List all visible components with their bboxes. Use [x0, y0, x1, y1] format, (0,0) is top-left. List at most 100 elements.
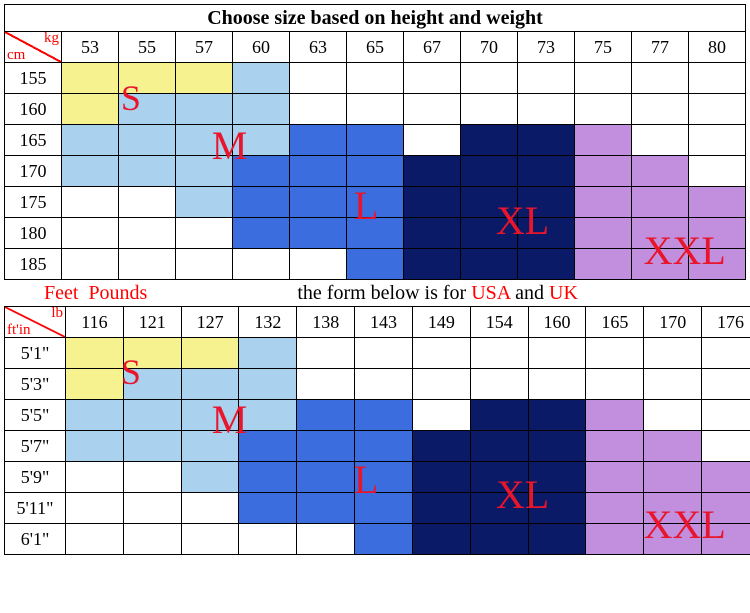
size-cell [518, 156, 575, 187]
height-header: 5'9" [5, 462, 66, 493]
height-header: 5'7" [5, 431, 66, 462]
size-cell [644, 431, 702, 462]
size-cell [461, 125, 518, 156]
size-cell [347, 249, 404, 280]
size-cell [297, 524, 355, 555]
size-cell [689, 156, 746, 187]
size-cell [239, 338, 297, 369]
size-cell [575, 187, 632, 218]
size-cell [404, 94, 461, 125]
size-cell [461, 187, 518, 218]
size-cell [233, 156, 290, 187]
size-cell [290, 156, 347, 187]
size-cell [632, 156, 689, 187]
weight-header: 67 [404, 32, 461, 63]
midline-text: Feet Pounds the form below is for USA an… [4, 280, 746, 306]
midline-and: and [515, 282, 544, 304]
size-cell [347, 187, 404, 218]
metric-table: Choose size based on height and weight k… [4, 4, 746, 280]
size-cell [176, 94, 233, 125]
size-cell [586, 462, 644, 493]
size-cell [123, 400, 181, 431]
weight-header: 170 [644, 307, 702, 338]
size-cell [470, 400, 528, 431]
size-cell [119, 156, 176, 187]
size-cell [239, 369, 297, 400]
size-cell [518, 187, 575, 218]
height-header: 160 [5, 94, 62, 125]
size-cell [233, 125, 290, 156]
weight-header: 165 [586, 307, 644, 338]
size-cell [181, 369, 239, 400]
size-cell [528, 462, 586, 493]
size-cell [66, 431, 124, 462]
weight-header: 127 [181, 307, 239, 338]
size-cell [644, 338, 702, 369]
size-cell [528, 369, 586, 400]
weight-header: 176 [702, 307, 750, 338]
size-cell [644, 524, 702, 555]
size-cell [404, 187, 461, 218]
size-cell [290, 218, 347, 249]
height-header: 175 [5, 187, 62, 218]
size-cell [66, 338, 124, 369]
size-cell [119, 218, 176, 249]
size-cell [528, 338, 586, 369]
size-cell [347, 94, 404, 125]
size-cell [119, 125, 176, 156]
size-cell [233, 94, 290, 125]
size-cell [239, 431, 297, 462]
corner-cell: kgcm [5, 32, 62, 63]
size-cell [181, 400, 239, 431]
size-cell [689, 125, 746, 156]
size-cell [239, 524, 297, 555]
size-cell [404, 249, 461, 280]
size-cell [176, 156, 233, 187]
size-cell [347, 218, 404, 249]
size-cell [461, 156, 518, 187]
size-cell [355, 400, 413, 431]
size-cell [412, 400, 470, 431]
size-cell [123, 369, 181, 400]
weight-header: 149 [412, 307, 470, 338]
size-cell [702, 462, 750, 493]
size-cell [355, 524, 413, 555]
size-cell [412, 369, 470, 400]
size-cell [528, 431, 586, 462]
size-cell [470, 462, 528, 493]
imperial-table-wrap: lbft'in116121127132138143149154160165170… [4, 306, 746, 555]
size-cell [689, 249, 746, 280]
size-cell [404, 156, 461, 187]
size-cell [518, 218, 575, 249]
midline-pounds: Pounds [88, 282, 147, 304]
size-cell [297, 338, 355, 369]
size-cell [470, 431, 528, 462]
size-cell [586, 400, 644, 431]
weight-header: 53 [62, 32, 119, 63]
weight-header: 132 [239, 307, 297, 338]
size-cell [233, 187, 290, 218]
midline-table: Feet Pounds the form below is for USA an… [4, 280, 746, 306]
corner-cell: lbft'in [5, 307, 66, 338]
size-cell [528, 524, 586, 555]
size-cell [412, 431, 470, 462]
weight-header: 121 [123, 307, 181, 338]
size-cell [66, 493, 124, 524]
size-cell [290, 63, 347, 94]
midline-feet: Feet [44, 282, 78, 304]
size-cell [702, 400, 750, 431]
size-cell [404, 218, 461, 249]
weight-header: 70 [461, 32, 518, 63]
size-cell [689, 94, 746, 125]
size-cell [66, 524, 124, 555]
size-cell [123, 524, 181, 555]
corner-top-label: lb [51, 307, 63, 323]
size-cell [644, 400, 702, 431]
size-cell [347, 125, 404, 156]
size-cell [575, 63, 632, 94]
size-cell [233, 249, 290, 280]
size-cell [119, 249, 176, 280]
weight-header: 55 [119, 32, 176, 63]
size-cell [297, 400, 355, 431]
height-header: 5'1" [5, 338, 66, 369]
